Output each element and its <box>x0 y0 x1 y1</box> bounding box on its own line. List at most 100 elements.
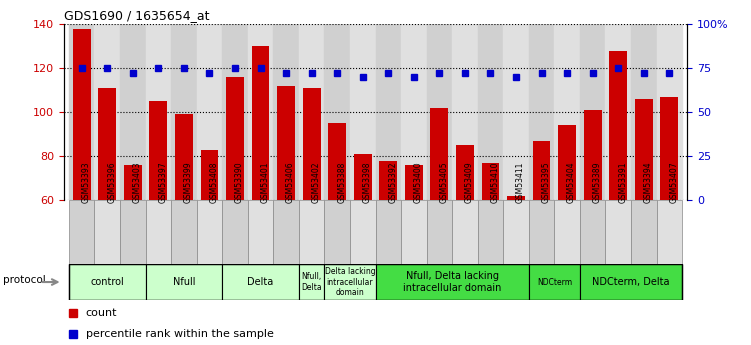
Text: GSM53397: GSM53397 <box>158 162 167 203</box>
Bar <box>430 108 448 332</box>
Text: Delta lacking
intracellular
domain: Delta lacking intracellular domain <box>324 267 376 297</box>
Bar <box>427 24 452 200</box>
Bar <box>303 88 321 332</box>
Text: GSM53401: GSM53401 <box>261 162 270 203</box>
Text: GSM53396: GSM53396 <box>107 162 116 203</box>
Bar <box>324 200 350 264</box>
Bar <box>149 101 167 332</box>
Text: GSM53411: GSM53411 <box>516 162 525 203</box>
Bar <box>456 145 474 332</box>
Bar <box>324 24 350 200</box>
Bar <box>95 24 120 200</box>
Bar <box>248 24 273 200</box>
Bar <box>69 200 95 264</box>
Bar <box>120 24 146 200</box>
Bar <box>324 264 376 300</box>
Text: GSM53406: GSM53406 <box>286 162 295 203</box>
Bar <box>354 154 372 332</box>
Bar <box>222 264 299 300</box>
Bar <box>580 24 605 200</box>
Text: GSM53399: GSM53399 <box>184 162 193 203</box>
Bar <box>69 264 146 300</box>
Text: Nfull: Nfull <box>173 277 195 287</box>
Bar <box>631 24 656 200</box>
Text: GSM53408: GSM53408 <box>210 162 219 203</box>
Text: protocol: protocol <box>3 275 46 285</box>
Bar <box>69 24 95 200</box>
Text: GSM53391: GSM53391 <box>618 162 627 203</box>
Bar <box>350 24 376 200</box>
Bar <box>350 200 376 264</box>
Bar <box>146 264 222 300</box>
Text: GSM53403: GSM53403 <box>133 162 142 203</box>
Bar <box>171 24 197 200</box>
Text: GSM53390: GSM53390 <box>235 162 244 203</box>
Bar <box>146 200 171 264</box>
Bar <box>529 264 580 300</box>
Bar <box>222 200 248 264</box>
Bar <box>201 149 219 332</box>
Bar <box>376 200 401 264</box>
Bar <box>452 200 478 264</box>
Bar <box>554 24 580 200</box>
Bar <box>635 99 653 332</box>
Bar <box>248 200 273 264</box>
Text: Nfull,
Delta: Nfull, Delta <box>301 272 322 292</box>
Bar <box>376 264 529 300</box>
Bar <box>222 24 248 200</box>
Bar <box>631 200 656 264</box>
Bar <box>656 200 682 264</box>
Bar <box>507 196 525 332</box>
Bar <box>452 24 478 200</box>
Bar <box>405 165 423 332</box>
Bar <box>584 110 602 332</box>
Text: control: control <box>90 277 124 287</box>
Text: GSM53407: GSM53407 <box>669 162 678 203</box>
Text: GSM53409: GSM53409 <box>465 162 474 203</box>
Bar <box>273 200 299 264</box>
Bar <box>580 264 682 300</box>
Bar <box>503 24 529 200</box>
Text: GSM53395: GSM53395 <box>541 162 550 203</box>
Bar <box>95 200 120 264</box>
Bar <box>532 141 550 332</box>
Text: GSM53392: GSM53392 <box>388 162 397 203</box>
Bar <box>197 24 222 200</box>
Text: GSM53388: GSM53388 <box>337 162 346 203</box>
Bar <box>252 46 270 332</box>
Text: NDCterm, Delta: NDCterm, Delta <box>593 277 670 287</box>
Bar <box>481 163 499 332</box>
Bar <box>554 200 580 264</box>
Bar <box>605 24 631 200</box>
Bar <box>299 264 324 300</box>
Bar <box>299 24 324 200</box>
Bar <box>558 125 576 332</box>
Bar <box>328 123 346 332</box>
Text: NDCterm: NDCterm <box>537 277 572 287</box>
Bar <box>376 24 401 200</box>
Bar <box>478 24 503 200</box>
Text: Delta: Delta <box>247 277 273 287</box>
Bar <box>277 86 295 332</box>
Bar <box>401 24 427 200</box>
Bar <box>529 24 554 200</box>
Text: GSM53400: GSM53400 <box>414 162 423 203</box>
Bar <box>98 88 116 332</box>
Text: GSM53410: GSM53410 <box>490 162 499 203</box>
Bar <box>171 200 197 264</box>
Text: GDS1690 / 1635654_at: GDS1690 / 1635654_at <box>64 9 210 22</box>
Text: percentile rank within the sample: percentile rank within the sample <box>86 329 273 339</box>
Text: GSM53389: GSM53389 <box>593 162 602 203</box>
Bar <box>175 114 193 332</box>
Bar <box>299 200 324 264</box>
Bar <box>197 200 222 264</box>
Text: GSM53404: GSM53404 <box>567 162 576 203</box>
Text: GSM53405: GSM53405 <box>439 162 448 203</box>
Bar <box>120 200 146 264</box>
Bar <box>529 200 554 264</box>
Bar <box>73 29 91 332</box>
Bar <box>401 200 427 264</box>
Text: GSM53398: GSM53398 <box>363 162 372 203</box>
Text: GSM53394: GSM53394 <box>644 162 653 203</box>
Bar <box>609 51 627 332</box>
